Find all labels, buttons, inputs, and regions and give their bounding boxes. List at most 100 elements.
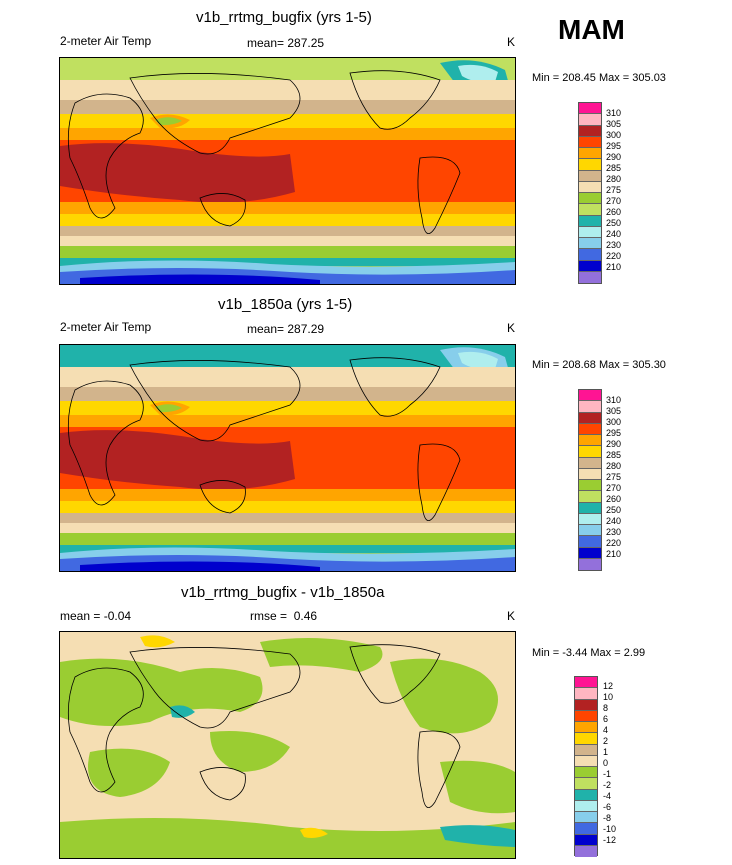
colorbar-swatch <box>575 767 597 779</box>
colorbar-swatch <box>575 778 597 790</box>
panel1-units: K <box>507 35 516 49</box>
colorbar-label: -12 <box>603 835 617 845</box>
coastline-north-america <box>349 70 441 130</box>
colorbar-label: 6 <box>603 714 609 724</box>
colorbar-label: 280 <box>606 461 622 471</box>
season-label: MAM <box>558 14 625 45</box>
neg-anomaly-southern <box>60 818 515 858</box>
colorbar-label: -4 <box>603 791 612 801</box>
colorbar-swatch <box>575 710 597 722</box>
panel2-variable-label: 2-meter Air Temp <box>60 320 152 334</box>
colorbar-swatch <box>579 238 601 250</box>
colorbar-label: 210 <box>606 262 622 272</box>
colorbar-label: 230 <box>606 527 622 537</box>
tibet-cool <box>155 117 182 126</box>
panel2-mean-value: 287.29 <box>287 322 325 336</box>
colorbar-swatch <box>575 744 597 756</box>
colorbar-label: 275 <box>606 185 622 195</box>
colorbar-swatch <box>579 412 601 424</box>
colorbar-swatch <box>579 215 601 227</box>
neg-anomaly-americas <box>390 658 498 734</box>
colorbar-swatch <box>579 170 601 182</box>
panel1-variable-label: 2-meter Air Temp <box>60 34 152 48</box>
colorbar-swatch <box>579 249 601 261</box>
panel3-colorbar <box>574 676 598 857</box>
colorbar-label: 260 <box>606 494 622 504</box>
colorbar-label: 300 <box>606 417 622 427</box>
coastline-north-america <box>349 644 441 704</box>
coastlines <box>67 357 461 522</box>
colorbar-label: 240 <box>606 516 622 526</box>
nh-band-280 <box>60 100 515 114</box>
panel1-mean: mean= 287.25 <box>247 36 324 50</box>
panel2-title: v1b_1850a (yrs 1-5) <box>218 296 353 313</box>
sh-band-280 <box>60 226 515 236</box>
colorbar-swatch <box>579 423 601 435</box>
coastline-australia <box>199 480 246 514</box>
colorbar-swatch <box>575 722 597 734</box>
colorbar-swatch <box>575 733 597 745</box>
sh-band-260 <box>60 258 515 266</box>
colorbar-swatch <box>579 547 601 559</box>
colorbar-label: 10 <box>603 692 614 702</box>
colorbar-swatch <box>579 468 601 480</box>
colorbar-label: -6 <box>603 802 612 812</box>
colorbar-swatch <box>579 204 601 216</box>
colorbar-swatch <box>579 558 601 570</box>
sh-band-280 <box>60 513 515 523</box>
colorbar-label: 280 <box>606 174 622 184</box>
coastline-australia <box>199 767 246 801</box>
coastline-asia <box>129 73 301 155</box>
colorbar-label: -8 <box>603 813 612 823</box>
colorbar-swatch <box>575 755 597 767</box>
panel2-map-svg <box>60 345 515 571</box>
colorbar-swatch <box>579 159 601 171</box>
nh-midlat-band <box>60 80 515 100</box>
panel3-rmse-label: rmse = <box>250 609 288 623</box>
coastline-south-america <box>417 730 461 809</box>
colorbar-swatch <box>579 502 601 514</box>
colorbar-swatch <box>575 834 597 846</box>
panel2-mean: mean= 287.29 <box>247 322 324 336</box>
colorbar-label: 230 <box>606 240 622 250</box>
tibet-cool <box>155 404 182 413</box>
sh-band-275 <box>60 236 515 246</box>
panel1-mean-label: mean= <box>247 36 285 50</box>
colorbar-swatch <box>575 823 597 835</box>
colorbar-swatch <box>575 812 597 824</box>
colorbar-swatch <box>579 103 601 115</box>
neg-anomaly-indian <box>88 748 170 797</box>
nh-band-285 <box>60 114 515 128</box>
colorbar-label: 220 <box>606 538 622 548</box>
coastline-north-america <box>349 357 441 417</box>
neg-anomaly-asia <box>60 658 263 726</box>
colorbar-label: 250 <box>606 505 622 515</box>
coastline-asia <box>129 647 301 729</box>
panel3-rmse-value: 0.46 <box>293 609 318 623</box>
colorbar-swatch <box>579 401 601 413</box>
colorbar-swatch <box>579 271 601 283</box>
colorbar-label: 210 <box>606 549 622 559</box>
greenland-ice <box>458 351 498 370</box>
arctic-band <box>60 345 515 367</box>
sh-band-285 <box>60 501 515 513</box>
colorbar-label: 2 <box>603 736 609 746</box>
colorbar-swatch <box>579 125 601 137</box>
colorbar-label: -2 <box>603 780 612 790</box>
sh-band-270 <box>60 246 515 258</box>
panel1-min-max: Min = 208.45 Max = 305.03 <box>532 72 666 84</box>
colorbar-label: 8 <box>603 703 609 713</box>
panel2-units: K <box>507 321 516 335</box>
colorbar-label: 305 <box>606 119 622 129</box>
colorbar-swatch <box>575 800 597 812</box>
nh-band-280 <box>60 387 515 401</box>
colorbar-swatch <box>575 677 597 689</box>
panel3-mean: mean = -0.04 <box>60 609 132 623</box>
colorbar-label: 310 <box>606 108 622 118</box>
antarctic-plateau <box>80 274 320 284</box>
colorbar-label: 285 <box>606 163 622 173</box>
panel1-colorbar <box>578 102 602 284</box>
coastline-africa-europe <box>67 667 144 793</box>
panel3-rmse: rmse = 0.46 <box>250 609 317 623</box>
colorbar-swatch <box>579 536 601 548</box>
